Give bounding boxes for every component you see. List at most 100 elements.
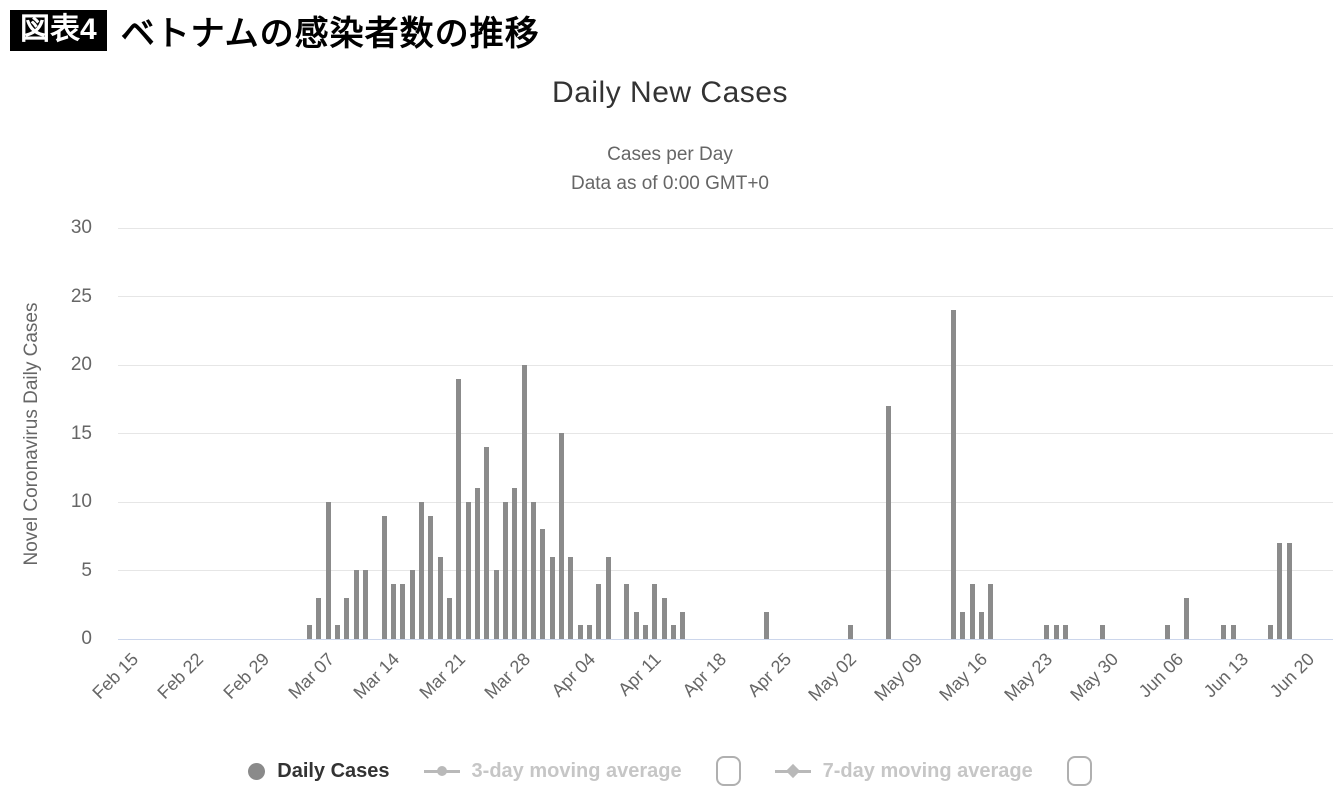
daily-cases-bar	[475, 488, 481, 639]
x-tick-label: Apr 25	[743, 649, 796, 701]
daily-cases-bar	[642, 625, 648, 639]
x-tick-label: Feb 15	[88, 649, 143, 703]
gridline	[118, 364, 1333, 366]
daily-cases-bar	[1221, 625, 1227, 639]
7day-moving-average-checkbox[interactable]	[1066, 756, 1092, 786]
x-axis-line	[118, 638, 1333, 640]
7day-moving-average-marker-icon	[774, 763, 811, 780]
x-tick-label: Apr 18	[678, 649, 730, 701]
daily-cases-bar	[1165, 625, 1171, 639]
x-tick-label: Apr 04	[547, 649, 600, 701]
legend: Daily Cases 3-day moving average 7-day m…	[0, 756, 1340, 786]
daily-cases-bar	[437, 557, 443, 639]
x-tick-label: Jun 06	[1134, 649, 1188, 702]
daily-cases-bar	[885, 406, 891, 639]
x-tick-label: May 16	[935, 649, 992, 705]
x-tick-label: Jun 13	[1200, 649, 1253, 702]
legend-item-daily-cases[interactable]: Daily Cases	[248, 759, 390, 783]
daily-cases-bar	[978, 612, 984, 639]
daily-cases-bar	[503, 502, 509, 639]
daily-cases-bar	[670, 625, 676, 639]
gridline	[118, 501, 1333, 503]
daily-cases-bar	[988, 584, 994, 639]
figure-number-badge: 図表4	[10, 10, 107, 51]
daily-cases-bar	[950, 310, 956, 639]
chart-subtitle-line2: Data as of 0:00 GMT+0	[570, 173, 769, 194]
daily-cases-bar	[661, 598, 667, 639]
daily-cases-bar	[1268, 625, 1274, 639]
y-tick-label: 10	[70, 491, 92, 512]
x-tick-label: May 23	[1000, 649, 1057, 705]
daily-cases-bar	[512, 488, 518, 639]
daily-cases-bar	[419, 502, 425, 639]
x-tick-label: Jun 20	[1265, 649, 1318, 702]
daily-cases-bar	[521, 365, 527, 639]
legend-label-7day-moving-average: 7-day moving average	[822, 759, 1033, 782]
y-tick-label: 30	[70, 217, 92, 238]
figure-header: 図表4 ベトナムの感染者数の推移	[10, 6, 540, 55]
gridline	[118, 570, 1333, 571]
daily-cases-bar	[568, 557, 574, 639]
gridline	[118, 433, 1333, 434]
daily-cases-bar	[596, 584, 602, 639]
daily-cases-bar	[848, 625, 854, 639]
daily-cases-bar	[363, 570, 369, 639]
daily-cases-bar	[465, 502, 471, 639]
daily-cases-bar	[577, 625, 583, 639]
daily-cases-bar	[335, 625, 341, 639]
daily-cases-bar	[652, 584, 658, 639]
y-tick-label: 25	[70, 285, 92, 307]
x-tick-label: Mar 21	[414, 649, 469, 703]
legend-label-3day-moving-average: 3-day moving average	[471, 759, 682, 782]
daily-cases-bar	[969, 584, 975, 639]
x-tick-label: May 09	[869, 649, 926, 705]
daily-cases-bar	[1053, 625, 1059, 639]
legend-item-7day-moving-average[interactable]: 7-day moving average	[774, 759, 1033, 783]
daily-cases-bar	[531, 502, 537, 639]
daily-cases-bar	[381, 516, 387, 639]
daily-cases-bar	[540, 529, 546, 639]
x-tick-label: Apr 11	[613, 649, 665, 700]
daily-cases-bar	[549, 557, 555, 639]
daily-cases-marker-icon	[248, 762, 266, 780]
daily-cases-bar	[391, 584, 397, 639]
legend-label-daily-cases: Daily Cases	[277, 759, 390, 782]
daily-cases-bar	[307, 625, 313, 639]
gridline	[118, 296, 1333, 297]
daily-cases-bar	[428, 516, 434, 639]
x-tick-label: May 02	[804, 649, 861, 705]
daily-cases-bar	[344, 598, 350, 639]
legend-item-3day-moving-average[interactable]: 3-day moving average	[423, 759, 682, 783]
daily-cases-bar	[960, 612, 966, 639]
daily-cases-bar	[1277, 543, 1283, 639]
x-tick-label: Feb 22	[153, 649, 208, 703]
daily-cases-bar	[764, 612, 770, 639]
y-tick-label: 0	[81, 628, 92, 649]
daily-cases-bar	[353, 570, 359, 639]
y-tick-label: 5	[81, 559, 92, 581]
daily-cases-bar	[447, 598, 453, 639]
3day-moving-average-checkbox[interactable]	[715, 756, 741, 786]
daily-cases-bar	[1184, 598, 1190, 639]
daily-cases-bar	[409, 570, 415, 639]
daily-cases-bar	[325, 502, 331, 639]
y-tick-label: 15	[70, 422, 92, 444]
daily-cases-bar	[587, 625, 592, 639]
daily-cases-bar	[559, 433, 564, 639]
daily-cases-bar	[624, 584, 630, 639]
daily-cases-bar	[1100, 625, 1106, 639]
daily-cases-bar	[484, 447, 490, 639]
x-tick-label: Mar 14	[349, 649, 404, 703]
daily-cases-bar	[400, 584, 406, 639]
gridline	[118, 227, 1333, 229]
daily-cases-bar	[456, 379, 462, 639]
daily-cases-bar	[680, 612, 686, 639]
chart-title: Daily New Cases	[552, 76, 788, 109]
daily-cases-bar	[633, 612, 639, 639]
3day-moving-average-marker-icon	[423, 763, 460, 780]
y-tick-label: 20	[70, 354, 92, 375]
daily-cases-bar	[1062, 625, 1068, 639]
daily-cases-bar	[493, 570, 499, 639]
chart-subtitle: Cases per Day Data as of 0:00 GMT+0	[0, 140, 1340, 198]
